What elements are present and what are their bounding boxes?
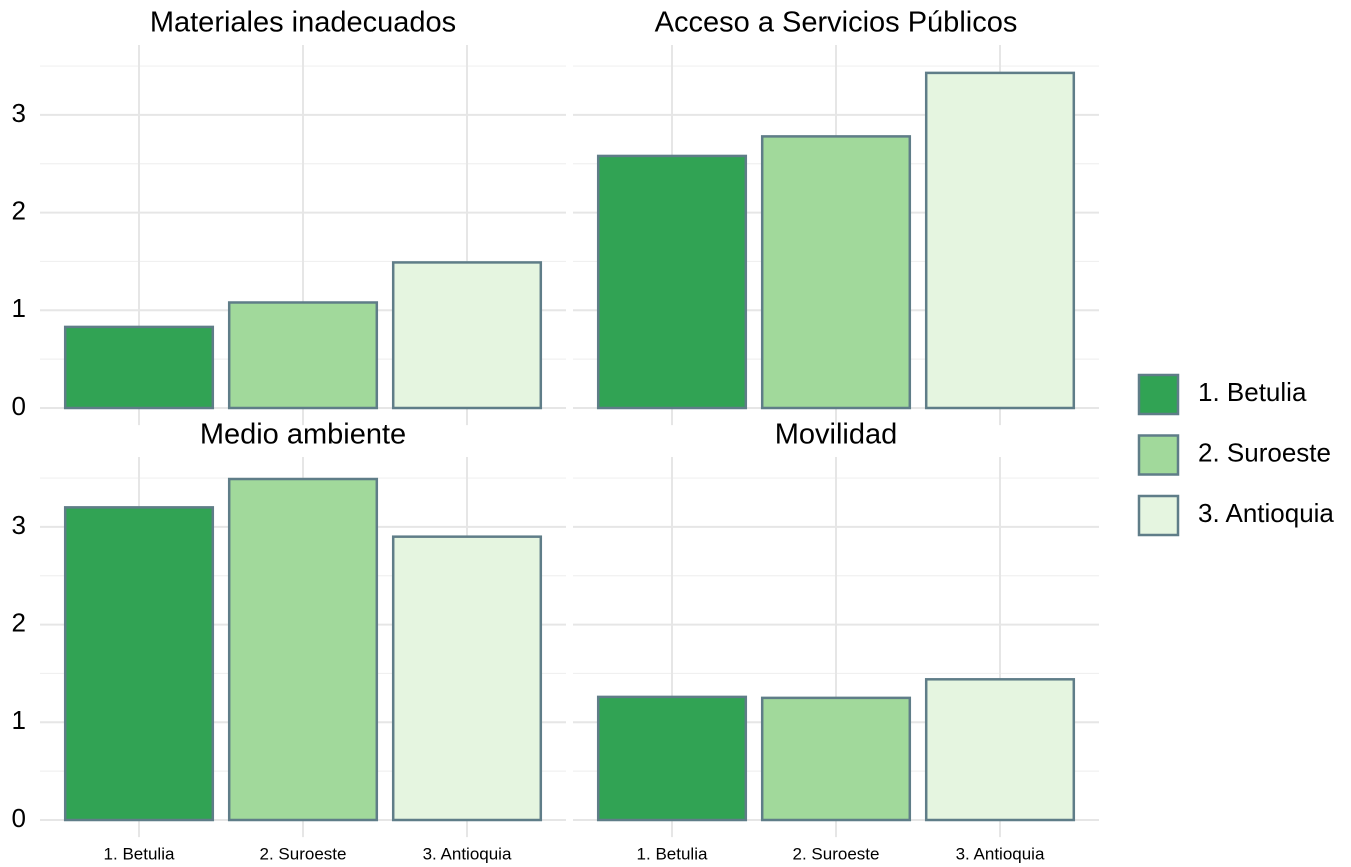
- bar: [391, 261, 543, 410]
- bar: [63, 506, 215, 822]
- x-tick-label: 1. Betulia: [104, 844, 175, 863]
- x-tick-label: 2. Suroeste: [260, 844, 347, 863]
- legend-label: 1. Betulia: [1198, 377, 1307, 407]
- bar: [227, 477, 379, 822]
- panel-title: Movilidad: [775, 419, 898, 451]
- legend-swatch: [1137, 434, 1180, 476]
- panel-title: Acceso a Servicios Públicos: [655, 7, 1018, 39]
- y-tick-label: 3: [12, 510, 26, 540]
- bar: [924, 678, 1076, 822]
- bar: [760, 696, 912, 822]
- x-tick-label: 3. Antioquia: [956, 844, 1045, 863]
- bar: [596, 154, 748, 410]
- bar: [924, 71, 1076, 410]
- bar: [63, 325, 215, 410]
- legend-label: 3. Antioquia: [1198, 498, 1334, 528]
- x-tick-label: 1. Betulia: [637, 844, 708, 863]
- bar: [596, 695, 748, 822]
- bar: [760, 135, 912, 410]
- y-tick-label: 2: [12, 195, 26, 225]
- legend-swatch: [1137, 494, 1180, 537]
- bar: [391, 535, 543, 822]
- y-tick-label: 3: [12, 98, 26, 128]
- panel-title: Medio ambiente: [200, 419, 406, 451]
- legend-label: 2. Suroeste: [1198, 437, 1331, 467]
- y-tick-label: 0: [12, 803, 26, 833]
- bar: [227, 301, 379, 410]
- x-tick-label: 3. Antioquia: [423, 844, 512, 863]
- x-tick-label: 2. Suroeste: [793, 844, 880, 863]
- legend-swatch: [1137, 373, 1180, 416]
- y-tick-label: 1: [12, 293, 26, 323]
- y-tick-label: 1: [12, 705, 26, 735]
- y-tick-label: 0: [12, 391, 26, 421]
- panel-title: Materiales inadecuados: [150, 7, 456, 39]
- y-tick-label: 2: [12, 607, 26, 637]
